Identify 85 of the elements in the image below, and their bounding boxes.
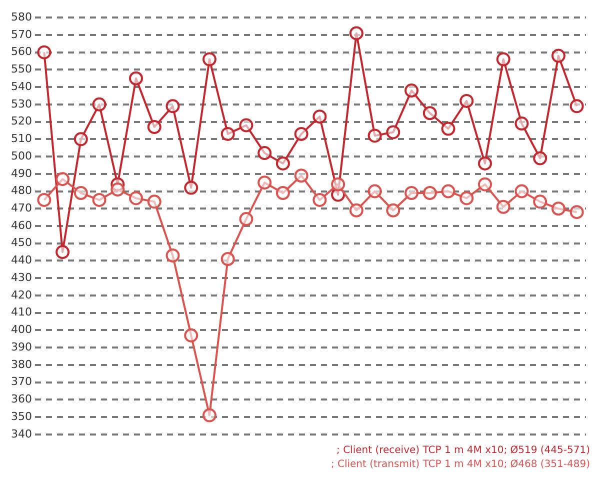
point — [239, 118, 254, 132]
point — [386, 125, 400, 140]
point — [56, 172, 70, 186]
point — [422, 186, 437, 200]
text: ; Client (receive) TCP 1 m 4M x10; Ø519 (445-571) — [336, 444, 590, 458]
y-tick-label: 420 — [10, 288, 32, 302]
point — [56, 245, 70, 260]
y-tick-label: 440 — [10, 254, 32, 267]
point — [533, 151, 548, 166]
y-tick-label: 520 — [10, 114, 32, 128]
point — [386, 203, 400, 218]
point — [460, 191, 474, 206]
y-tick-label: 340 — [10, 427, 32, 440]
point — [129, 71, 144, 86]
point — [294, 168, 308, 183]
point — [220, 126, 235, 141]
point — [147, 120, 162, 134]
point — [276, 186, 290, 200]
point — [460, 94, 474, 108]
y-tick-label: 470 — [10, 201, 32, 214]
point — [166, 248, 180, 263]
y-tick-label: 480 — [10, 184, 32, 198]
point — [92, 192, 106, 207]
point — [92, 97, 106, 112]
point — [202, 52, 216, 66]
y-tick-label: 390 — [10, 340, 32, 354]
y-tick-label: 370 — [10, 375, 32, 388]
y-tick-label: 410 — [10, 306, 32, 319]
point — [570, 99, 584, 114]
point — [496, 200, 510, 214]
y-tick-label: 490 — [10, 166, 32, 180]
point — [220, 252, 235, 266]
y-tick-label: 450 — [10, 236, 32, 250]
y-tick-label: 400 — [10, 323, 32, 336]
point — [258, 146, 272, 160]
y-tick-label: 560 — [10, 45, 32, 58]
y-tick-label: 530 — [10, 97, 32, 110]
y-tick-label: 460 — [10, 218, 32, 232]
point — [184, 180, 198, 195]
point — [184, 328, 198, 342]
point — [422, 106, 437, 120]
point — [551, 202, 566, 216]
point — [496, 52, 510, 66]
point — [202, 408, 216, 422]
point — [570, 205, 584, 220]
y-tick-label: 380 — [10, 358, 32, 371]
point — [74, 132, 88, 146]
point — [404, 84, 419, 98]
point — [441, 122, 456, 136]
point — [147, 194, 162, 209]
point — [294, 126, 308, 141]
y-tick-label: 350 — [10, 410, 32, 423]
point — [441, 184, 456, 198]
y-tick-label: 570 — [10, 28, 32, 41]
point — [258, 176, 272, 190]
point — [368, 128, 382, 143]
point — [514, 184, 529, 198]
point — [551, 48, 566, 63]
y-tick-label: 360 — [10, 392, 32, 406]
y-tick-label: 550 — [10, 62, 32, 76]
point — [110, 182, 125, 197]
y-tick-label: 430 — [10, 270, 32, 284]
point — [312, 192, 327, 207]
point — [514, 116, 529, 131]
point — [349, 203, 364, 218]
point — [37, 45, 52, 60]
y-tick-label: 540 — [10, 80, 32, 93]
text: ; Client (transmit) TCP 1 m 4M x10; Ø468 (351-489) — [330, 458, 590, 472]
point — [129, 191, 144, 206]
point — [478, 177, 492, 192]
point — [74, 186, 88, 200]
point — [166, 99, 180, 114]
y-tick-label: 510 — [10, 132, 32, 146]
point — [533, 194, 548, 209]
y-tick-label: 580 — [10, 10, 32, 24]
point — [276, 156, 290, 170]
point — [349, 26, 364, 40]
y-tick-label: 500 — [10, 149, 32, 162]
point — [404, 186, 419, 200]
point — [331, 177, 346, 192]
point — [478, 156, 492, 170]
point — [239, 212, 254, 226]
point — [312, 110, 327, 124]
point — [37, 192, 52, 207]
point — [368, 184, 382, 198]
